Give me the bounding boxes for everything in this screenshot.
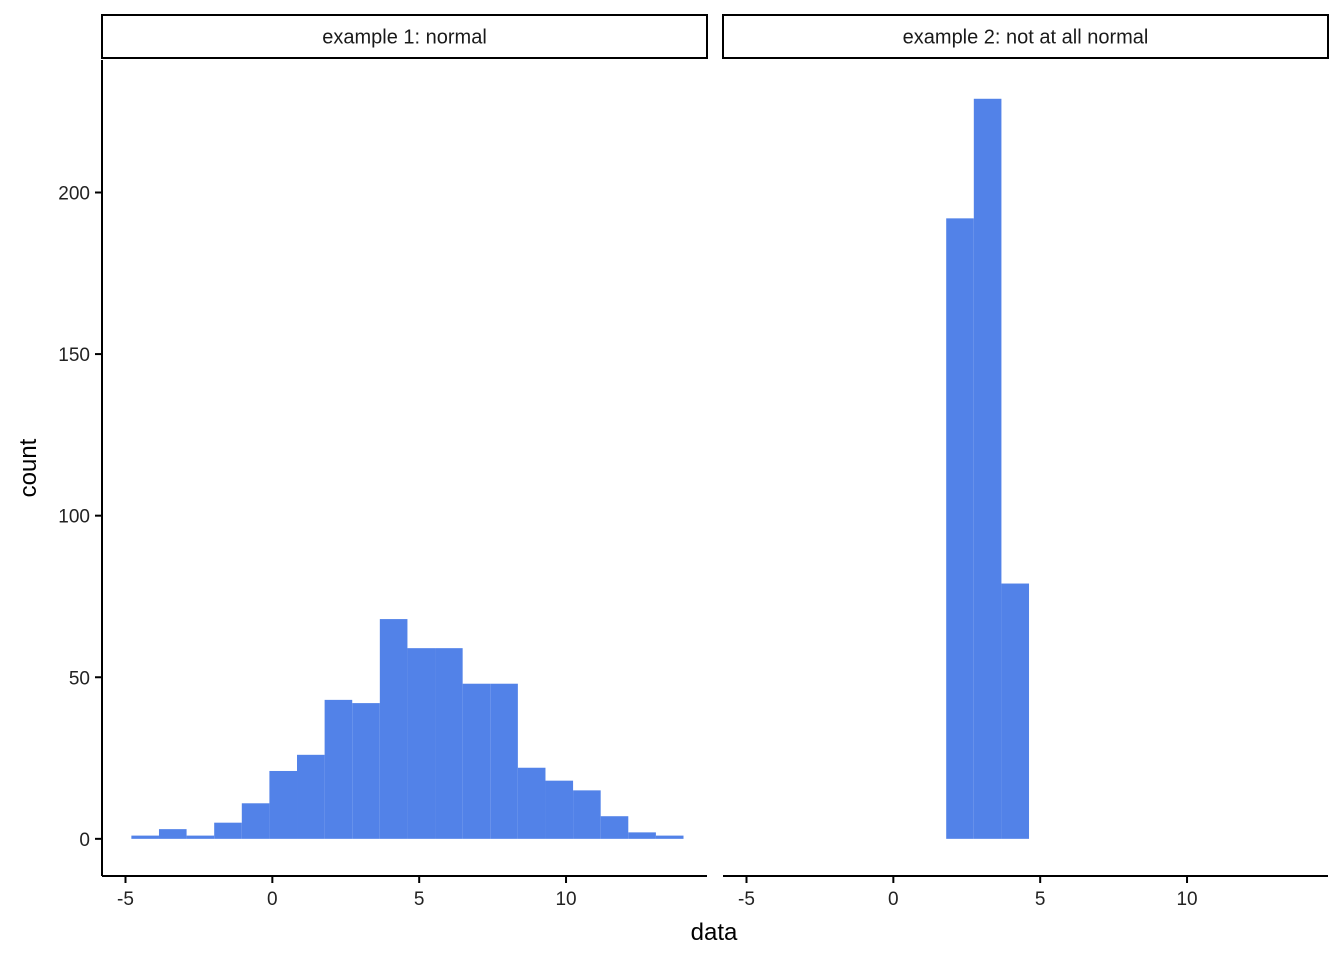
y-tick-label: 200 xyxy=(58,183,90,204)
histogram-bar xyxy=(214,822,242,839)
histogram-bar xyxy=(131,835,159,839)
y-tick-label: 50 xyxy=(69,668,90,689)
panel-title: example 2: not at all normal xyxy=(903,27,1149,49)
y-tick-label: 150 xyxy=(58,345,90,366)
y-axis-title: count xyxy=(15,438,42,497)
panel-strip-box xyxy=(722,14,1329,59)
histogram-bar xyxy=(435,648,463,839)
histogram-bar xyxy=(352,703,380,839)
histogram-bar xyxy=(545,780,574,839)
histogram-bar xyxy=(628,832,656,839)
histogram-bar xyxy=(600,816,629,839)
panels-layer: example 1: normal-5 0 5 10050100150200examp… xyxy=(58,14,1329,910)
histogram-bar xyxy=(158,829,187,839)
x-axis-title: data xyxy=(691,919,738,946)
histogram-bar xyxy=(407,648,436,839)
histogram-bar xyxy=(462,683,491,839)
histogram-bar xyxy=(973,98,1002,839)
histogram-bar xyxy=(655,835,684,839)
x-tick-label: 5 xyxy=(1035,889,1046,910)
x-tick-label: -5 xyxy=(117,889,134,910)
x-tick-label: 0 xyxy=(888,889,899,910)
panel-title: example 1: normal xyxy=(322,27,487,49)
histogram-bar xyxy=(297,754,325,839)
x-tick-label: 10 xyxy=(555,889,576,910)
panel-2: example 2: not at all normal -5 0 5 10 xyxy=(722,14,1329,910)
histogram-bar xyxy=(490,683,518,839)
x-tick-label: 0 xyxy=(267,889,278,910)
histogram-bar xyxy=(573,790,601,839)
histogram-bar xyxy=(186,835,215,839)
histogram-bar xyxy=(1001,583,1030,839)
histogram-bar xyxy=(946,218,974,839)
x-tick-label: 5 xyxy=(414,889,425,910)
x-tick-label: -5 xyxy=(738,889,755,910)
x-tick-label: 10 xyxy=(1176,889,1197,910)
y-tick-label: 0 xyxy=(79,830,90,851)
histogram-bar xyxy=(269,770,298,839)
histogram-bar xyxy=(241,803,270,839)
histogram-bar xyxy=(517,767,546,839)
y-tick-label: 100 xyxy=(58,507,90,528)
histogram-bar xyxy=(379,619,408,839)
histogram-bar xyxy=(324,699,353,839)
panel-strip-box xyxy=(101,14,708,59)
